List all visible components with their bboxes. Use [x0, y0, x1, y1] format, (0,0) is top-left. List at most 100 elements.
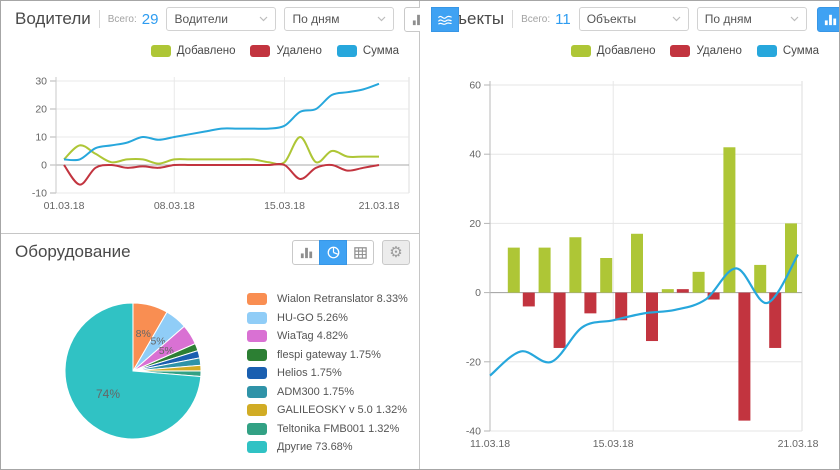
pie-legend-label: Teltonika FMB001 1.32%	[277, 422, 400, 435]
equipment-pie-legend: Wialon Retranslator 8.33% HU-GO 5.26% WiaT…	[247, 290, 408, 457]
pie-legend-item[interactable]: Helios 1.75%	[247, 364, 408, 383]
legend-label: Сумма	[782, 45, 819, 57]
pie-legend-item[interactable]: Wialon Retranslator 8.33%	[247, 290, 408, 309]
bar	[522, 292, 535, 307]
legend-label: Удалено	[696, 45, 742, 57]
drivers-total-value: 29	[141, 10, 159, 28]
legend-item-removed[interactable]: Удалено	[670, 45, 742, 57]
pie-legend-item[interactable]: Teltonika FMB001 1.32%	[247, 420, 408, 439]
bar	[569, 237, 582, 293]
bar	[692, 271, 705, 293]
drivers-period-select-value: По дням	[292, 12, 340, 26]
legend-item-sum[interactable]: Сумма	[336, 45, 399, 57]
pie-legend-item[interactable]: Другие 73.68%	[247, 438, 408, 457]
added-swatch	[150, 45, 171, 57]
pie-legend-label: Другие 73.68%	[277, 441, 353, 454]
svg-text:74%: 74%	[96, 387, 120, 401]
svg-text:-40: -40	[466, 426, 481, 438]
legend-item-added[interactable]: Добавлено	[570, 45, 656, 57]
pie-legend-label: ADM300 1.75%	[277, 385, 355, 398]
objects-period-select-value: По дням	[704, 12, 752, 26]
bar-chart-view-button[interactable]	[292, 239, 320, 265]
svg-text:10: 10	[35, 132, 47, 144]
pie-legend-item[interactable]: ADM300 1.75%	[247, 383, 408, 402]
chevron-down-icon	[672, 16, 681, 22]
svg-text:11.03.18: 11.03.18	[470, 438, 510, 450]
drivers-panel-title: Водители	[15, 9, 91, 28]
sum-swatch	[336, 45, 357, 57]
drivers-period-select[interactable]: По дням	[284, 7, 395, 31]
pie-legend-swatch	[247, 385, 267, 398]
bar	[600, 258, 613, 293]
svg-text:20: 20	[35, 104, 47, 116]
objects-chart-legend: Добавлено Удалено Сумма	[420, 41, 839, 61]
pie-slice	[64, 302, 202, 440]
svg-text:21.03.18: 21.03.18	[359, 200, 400, 212]
line-chart-icon	[438, 15, 453, 25]
header-divider	[98, 10, 100, 28]
chevron-down-icon	[378, 16, 386, 22]
bar-chart-icon	[825, 14, 837, 25]
objects-period-select[interactable]: По дням	[696, 7, 807, 31]
svg-text:5%: 5%	[159, 345, 174, 357]
gear-icon: ⚙	[389, 243, 403, 261]
header-divider	[512, 10, 514, 28]
equipment-view-switcher	[292, 239, 374, 265]
pie-legend-swatch	[247, 404, 267, 417]
pie-legend-swatch	[247, 330, 267, 343]
legend-label: Добавлено	[176, 45, 236, 57]
objects-header: Объекты Всего: 11 Объекты По дням	[420, 1, 839, 37]
objects-view-switcher	[816, 6, 839, 32]
legend-item-removed[interactable]: Удалено	[250, 45, 322, 57]
drivers-type-select[interactable]: Водители	[166, 7, 277, 31]
drivers-chart-legend: Добавлено Удалено Сумма	[1, 41, 419, 61]
objects-type-select-value: Объекты	[586, 12, 637, 26]
pie-chart-view-button[interactable]	[319, 239, 347, 265]
svg-text:15.03.18: 15.03.18	[264, 200, 305, 212]
legend-label: Сумма	[362, 45, 399, 57]
bar	[769, 292, 782, 348]
chevron-down-icon	[260, 16, 268, 22]
drivers-total-label: Всего:	[107, 13, 137, 25]
removed-swatch	[670, 45, 691, 57]
svg-text:5%: 5%	[150, 336, 165, 348]
bar	[723, 147, 736, 293]
pie-legend-item[interactable]: WiaTag 4.82%	[247, 327, 408, 346]
drivers-type-select-value: Водители	[174, 12, 228, 26]
bar	[676, 289, 689, 293]
pie-legend-swatch	[247, 367, 267, 380]
pie-legend-item[interactable]: GALILEOSKY v 5.0 1.32%	[247, 401, 408, 420]
legend-label: Добавлено	[596, 45, 656, 57]
objects-total-value: 11	[555, 10, 571, 28]
equipment-panel: Оборудование ⚙ 8% 5% 5% 74% Wialon Retransl…	[1, 234, 420, 469]
pie-legend-label: HU-GO 5.26%	[277, 311, 348, 324]
svg-text:-10: -10	[32, 188, 47, 200]
svg-text:60: 60	[469, 80, 481, 92]
bar	[615, 292, 628, 321]
bar-chart-view-button[interactable]	[816, 6, 839, 32]
equipment-header: Оборудование ⚙	[1, 234, 419, 270]
svg-text:21.03.18: 21.03.18	[778, 438, 819, 450]
pie-legend-label: Wialon Retranslator 8.33%	[277, 293, 408, 306]
svg-text:40: 40	[469, 149, 481, 161]
pie-legend-item[interactable]: HU-GO 5.26%	[247, 309, 408, 328]
svg-text:01.03.18: 01.03.18	[44, 200, 85, 212]
objects-type-select[interactable]: Объекты	[578, 7, 689, 31]
line-chart-view-button[interactable]	[431, 6, 460, 32]
equipment-settings-button[interactable]: ⚙	[382, 239, 410, 265]
equipment-body: 8% 5% 5% 74% Wialon Retranslator 8.33% HU-GO…	[1, 270, 420, 468]
legend-item-sum[interactable]: Сумма	[756, 45, 819, 57]
pie-legend-swatch	[247, 441, 267, 454]
sum-swatch	[756, 45, 777, 57]
added-swatch	[570, 45, 591, 57]
pie-legend-swatch	[247, 422, 267, 435]
pie-legend-item[interactable]: flespi gateway 1.75%	[247, 346, 408, 365]
bar	[631, 233, 643, 293]
drivers-header: Водители Всего: 29 Водители По дням	[1, 1, 523, 37]
table-view-button[interactable]	[346, 239, 374, 265]
pie-legend-label: Helios 1.75%	[277, 367, 342, 380]
legend-item-added[interactable]: Добавлено	[150, 45, 236, 57]
chevron-down-icon	[790, 16, 799, 22]
pie-legend-label: GALILEOSKY v 5.0 1.32%	[277, 404, 408, 417]
